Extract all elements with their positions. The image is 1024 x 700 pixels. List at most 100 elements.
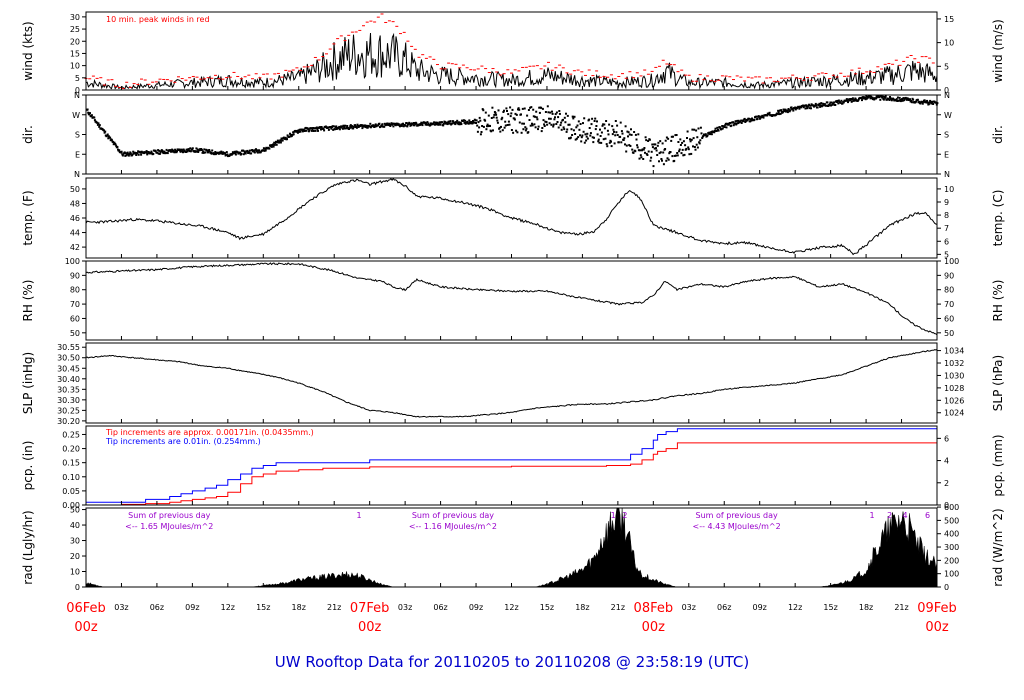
- slp-right-tick-label: 1030: [944, 371, 964, 380]
- direction-point: [678, 150, 681, 153]
- direction-point: [224, 152, 226, 155]
- direction-point: [120, 150, 123, 153]
- direction-point: [682, 140, 685, 143]
- direction-point: [458, 121, 460, 124]
- direction-point: [362, 124, 365, 127]
- direction-point: [503, 109, 505, 112]
- wind-left-axis-label: wind (kts): [21, 21, 35, 80]
- direction-point: [794, 108, 797, 111]
- direction-point: [497, 109, 500, 112]
- precip-note-red: Tip increments are approx. 0.00171in. (0…: [105, 428, 314, 437]
- wind-direction-series: [86, 94, 939, 168]
- radiation-marker: 4: [903, 511, 908, 520]
- direction-point: [301, 130, 304, 133]
- direction-point: [845, 98, 848, 101]
- direction-point: [298, 130, 301, 133]
- time-tick-label: 03z: [114, 603, 128, 612]
- direction-point: [596, 133, 599, 136]
- direction-point: [572, 129, 575, 132]
- direction-point: [814, 104, 817, 107]
- direction-point: [812, 104, 815, 107]
- rad-right-tick-label: 100: [944, 570, 959, 579]
- direction-point: [588, 127, 591, 129]
- direction-point: [607, 133, 610, 136]
- direction-point: [529, 124, 532, 127]
- direction-point: [246, 149, 249, 152]
- direction-point: [185, 148, 188, 151]
- direction-point: [889, 96, 891, 98]
- direction-point: [479, 133, 482, 136]
- direction-point: [608, 123, 611, 126]
- direction-point: [473, 121, 476, 124]
- direction-point: [802, 104, 805, 107]
- direction-point: [402, 125, 405, 128]
- direction-point: [689, 140, 692, 143]
- direction-point: [714, 127, 717, 130]
- direction-point: [906, 98, 908, 101]
- direction-point: [338, 128, 341, 131]
- direction-point: [583, 141, 586, 144]
- direction-point: [584, 133, 587, 136]
- direction-point: [591, 136, 594, 139]
- direction-point: [86, 108, 89, 111]
- radiation-marker: 1: [611, 511, 616, 520]
- direction-point: [632, 151, 635, 154]
- direction-point: [864, 96, 867, 99]
- direction-point: [780, 109, 783, 112]
- rad-left-tick-label: 0: [75, 583, 80, 592]
- dir-left-tick-label: N: [74, 170, 80, 179]
- direction-point: [399, 124, 402, 127]
- direction-point: [474, 119, 477, 122]
- direction-point: [566, 128, 569, 131]
- direction-point: [145, 150, 148, 153]
- direction-point: [630, 128, 632, 131]
- dir-left-tick-label: E: [75, 150, 80, 159]
- direction-point: [615, 131, 618, 134]
- direction-point: [454, 123, 457, 126]
- direction-point: [576, 124, 579, 127]
- radiation-marker: 1: [869, 511, 874, 520]
- dir-left-tick-label: S: [75, 131, 80, 140]
- pcp-left-tick-label: 0.15: [62, 459, 80, 468]
- direction-point: [540, 130, 543, 133]
- direction-point: [717, 129, 720, 132]
- direction-point: [865, 97, 868, 100]
- direction-point: [735, 122, 738, 125]
- direction-point: [207, 151, 209, 154]
- direction-point: [472, 120, 474, 122]
- temp-left-axis-label: temp. (F): [21, 190, 35, 245]
- direction-point: [397, 123, 400, 126]
- time-tick-label: 21z: [894, 603, 908, 612]
- direction-point: [396, 122, 399, 125]
- direction-point: [421, 124, 424, 127]
- direction-point: [531, 122, 533, 125]
- direction-point: [603, 123, 606, 126]
- direction-point: [557, 116, 560, 119]
- direction-point: [750, 119, 753, 122]
- direction-point: [713, 129, 716, 132]
- direction-point: [400, 124, 403, 127]
- direction-point: [313, 127, 316, 130]
- direction-point: [157, 152, 160, 155]
- direction-point: [540, 106, 543, 109]
- direction-point: [847, 98, 850, 101]
- direction-point: [505, 107, 508, 110]
- direction-point: [158, 152, 161, 155]
- direction-point: [297, 129, 300, 132]
- direction-point: [617, 141, 620, 144]
- direction-point: [424, 123, 427, 126]
- direction-point: [613, 142, 616, 145]
- direction-point: [239, 151, 242, 154]
- direction-point: [315, 126, 318, 129]
- direction-point: [749, 118, 752, 121]
- direction-point: [787, 108, 790, 110]
- direction-point: [88, 113, 91, 116]
- direction-point: [338, 125, 341, 128]
- direction-point: [593, 120, 596, 122]
- radiation-marker: 2: [622, 511, 627, 520]
- direction-point: [508, 123, 511, 126]
- direction-point: [127, 154, 130, 157]
- direction-point: [166, 152, 169, 155]
- direction-point: [892, 98, 895, 101]
- direction-point: [597, 138, 600, 141]
